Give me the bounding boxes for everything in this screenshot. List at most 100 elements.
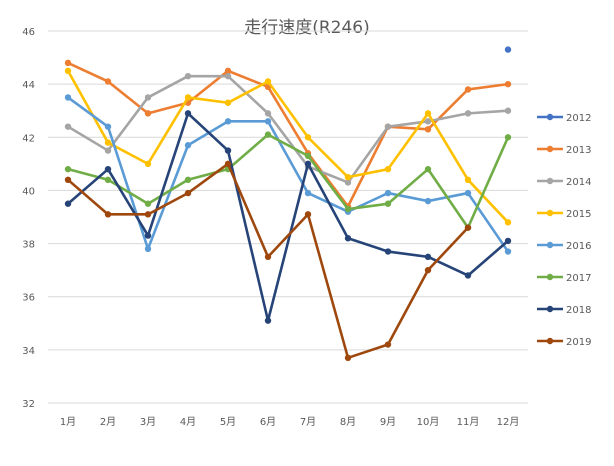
legend-item: 2013 <box>537 145 591 156</box>
x-tick-label: 2月 <box>100 416 116 428</box>
chart-title: 走行速度(R246) <box>244 18 370 38</box>
data-point <box>464 272 472 279</box>
data-point <box>424 126 432 133</box>
x-tick-label: 1月 <box>60 416 76 428</box>
x-tick-label: 8月 <box>340 416 356 428</box>
data-point <box>304 160 312 168</box>
data-point <box>304 134 312 141</box>
x-tick-label: 7月 <box>300 416 316 428</box>
legend-label: 2017 <box>566 273 591 284</box>
data-point <box>504 107 512 114</box>
series-2014 <box>64 72 512 186</box>
legend-item: 2015 <box>537 209 591 220</box>
data-point <box>424 165 432 173</box>
data-point <box>144 200 152 207</box>
y-tick-label: 44 <box>22 80 35 91</box>
data-point <box>304 189 312 197</box>
y-tick-label: 36 <box>22 293 35 304</box>
legend-marker <box>546 273 554 281</box>
data-point <box>144 160 152 168</box>
data-point <box>224 118 232 125</box>
data-point <box>264 118 272 125</box>
data-point <box>104 147 112 154</box>
data-point <box>344 179 352 186</box>
x-tick-label: 3月 <box>140 416 156 428</box>
data-point <box>184 94 192 101</box>
data-point <box>424 266 432 274</box>
data-point <box>344 205 352 213</box>
y-tick-label: 38 <box>22 240 35 251</box>
data-point <box>344 235 352 242</box>
data-point <box>64 59 72 67</box>
series-line <box>66 70 509 224</box>
data-point <box>384 189 392 197</box>
data-point <box>424 118 432 125</box>
data-point <box>304 211 312 218</box>
series-line <box>67 112 509 322</box>
data-point <box>184 72 192 80</box>
data-point <box>504 248 512 255</box>
data-point <box>104 211 112 218</box>
series-2016 <box>64 94 512 255</box>
data-point <box>144 245 152 253</box>
series-line <box>67 74 509 184</box>
legend-item: 2018 <box>537 305 591 316</box>
legend-label: 2012 <box>566 113 591 124</box>
series-lines <box>64 46 512 362</box>
y-tick-label: 32 <box>22 399 35 410</box>
legend-label: 2013 <box>566 145 591 156</box>
legend-marker <box>546 305 554 313</box>
data-point <box>264 78 272 85</box>
legend-label: 2016 <box>566 241 591 252</box>
data-point <box>64 94 72 101</box>
x-tick-label: 5月 <box>220 416 236 428</box>
data-point <box>344 173 352 181</box>
data-point <box>384 200 392 207</box>
data-point <box>464 86 472 93</box>
data-point <box>384 123 392 130</box>
data-point <box>104 165 112 173</box>
legend-label: 2018 <box>566 305 591 316</box>
data-point <box>464 224 472 231</box>
series-line <box>67 96 510 253</box>
legend-marker <box>546 113 554 121</box>
legend-label: 2019 <box>566 337 591 348</box>
data-point <box>424 197 432 205</box>
data-point <box>304 152 312 160</box>
x-tick-label: 4月 <box>180 416 196 428</box>
series-2019 <box>64 160 472 362</box>
data-point <box>64 123 72 130</box>
data-point <box>64 176 72 183</box>
y-tick-label: 40 <box>22 186 35 197</box>
data-point <box>424 253 432 261</box>
legend-item: 2019 <box>537 337 591 348</box>
data-point <box>184 189 192 197</box>
data-point <box>104 123 112 130</box>
data-point <box>504 237 512 245</box>
data-point <box>264 110 272 117</box>
data-point <box>344 354 352 362</box>
data-point <box>504 46 512 53</box>
data-point <box>64 200 72 207</box>
data-point <box>224 160 232 168</box>
data-point <box>504 80 512 88</box>
data-point <box>184 142 192 149</box>
y-tick-label: 46 <box>22 27 35 38</box>
data-point <box>464 176 472 183</box>
data-point <box>264 253 272 261</box>
data-point <box>144 211 152 218</box>
series-2017 <box>64 131 512 231</box>
data-point <box>384 341 392 348</box>
legend-marker <box>546 337 554 345</box>
data-point <box>224 147 232 154</box>
data-point <box>144 94 152 101</box>
series-2012 <box>504 46 512 53</box>
legend-marker <box>546 209 554 217</box>
legend-item: 2014 <box>537 177 591 188</box>
data-point <box>424 110 432 117</box>
data-point <box>504 219 512 226</box>
series-2018 <box>64 110 512 324</box>
data-point <box>64 67 72 75</box>
series-2015 <box>64 67 512 226</box>
